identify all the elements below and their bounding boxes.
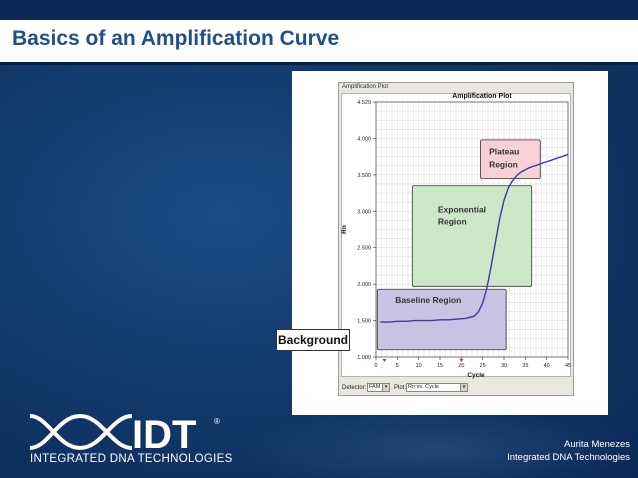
exponential-region-box — [412, 186, 531, 287]
baseline-label: Baseline Region — [395, 295, 461, 305]
chart-regions — [377, 140, 540, 350]
x-tick-label: 0 — [374, 363, 377, 369]
y-tick-label: 3.000 — [357, 209, 371, 215]
registered-mark: ® — [214, 417, 220, 426]
amplification-chart: 0 5 10 15 20 25 30 35 40 451.0001.5002.0002.5003.… — [338, 82, 574, 382]
logo-subtitle: INTEGRATED DNA TECHNOLOGIES — [30, 453, 233, 465]
x-tick-label: 5 — [396, 363, 399, 369]
plateau-label-line2: Region — [489, 160, 518, 170]
background-brace — [350, 322, 364, 358]
y-tick-label: 3.500 — [357, 173, 371, 179]
y-tick-label: 2.000 — [357, 282, 371, 288]
plot-type-value: Rn vs. Cycle — [408, 384, 439, 390]
x-tick-label: 30 — [501, 363, 507, 369]
x-tick-label: 10 — [416, 363, 422, 369]
exponential-label-line2: Region — [438, 216, 467, 226]
x-tick-label: 20 — [458, 363, 464, 369]
x-tick-label: 35 — [522, 363, 528, 369]
plot-label: Plot: — [394, 385, 406, 391]
plateau-label-line1: Plateau — [489, 146, 519, 156]
slide-title: Basics of an Amplification Curve — [12, 27, 339, 51]
title-divider — [0, 62, 638, 65]
y-tick-label: 4.000 — [357, 136, 371, 142]
title-bar: Basics of an Amplification Curve — [0, 20, 638, 62]
chart-title: Amplification Plot — [452, 93, 512, 100]
chevron-down-icon: ▾ — [382, 384, 389, 391]
x-tick-label: 40 — [544, 363, 550, 369]
plot-type-select[interactable]: Rn vs. Cycle ▾ — [406, 383, 468, 392]
presenter-info: Aurita Menezes Integrated DNA Technologi… — [507, 438, 630, 464]
chevron-down-icon: ▾ — [460, 384, 467, 391]
y-tick-label: 2.500 — [357, 246, 371, 252]
cycle-marker — [459, 359, 463, 362]
logo-text: IDT — [132, 413, 196, 456]
x-axis-label: Cycle — [467, 372, 485, 379]
detector-label: Detector: — [342, 385, 366, 391]
presenter-org: Integrated DNA Technologies — [507, 451, 630, 464]
x-tick-label: 15 — [437, 363, 443, 369]
presenter-name: Aurita Menezes — [507, 438, 630, 451]
dna-helix-icon: IDT ® — [28, 410, 228, 456]
y-tick-label: 4.520 — [357, 100, 371, 106]
detector-value: FAM — [369, 384, 380, 390]
cycle-marker — [383, 359, 387, 362]
x-tick-label: 25 — [480, 363, 486, 369]
y-axis-label: Rn — [341, 225, 348, 234]
x-tick-label: 45 — [565, 363, 571, 369]
exponential-label-line1: Exponential — [438, 205, 486, 215]
background-label: Background — [276, 329, 350, 351]
detector-select[interactable]: FAM ▾ — [367, 383, 390, 392]
top-band — [0, 0, 638, 20]
